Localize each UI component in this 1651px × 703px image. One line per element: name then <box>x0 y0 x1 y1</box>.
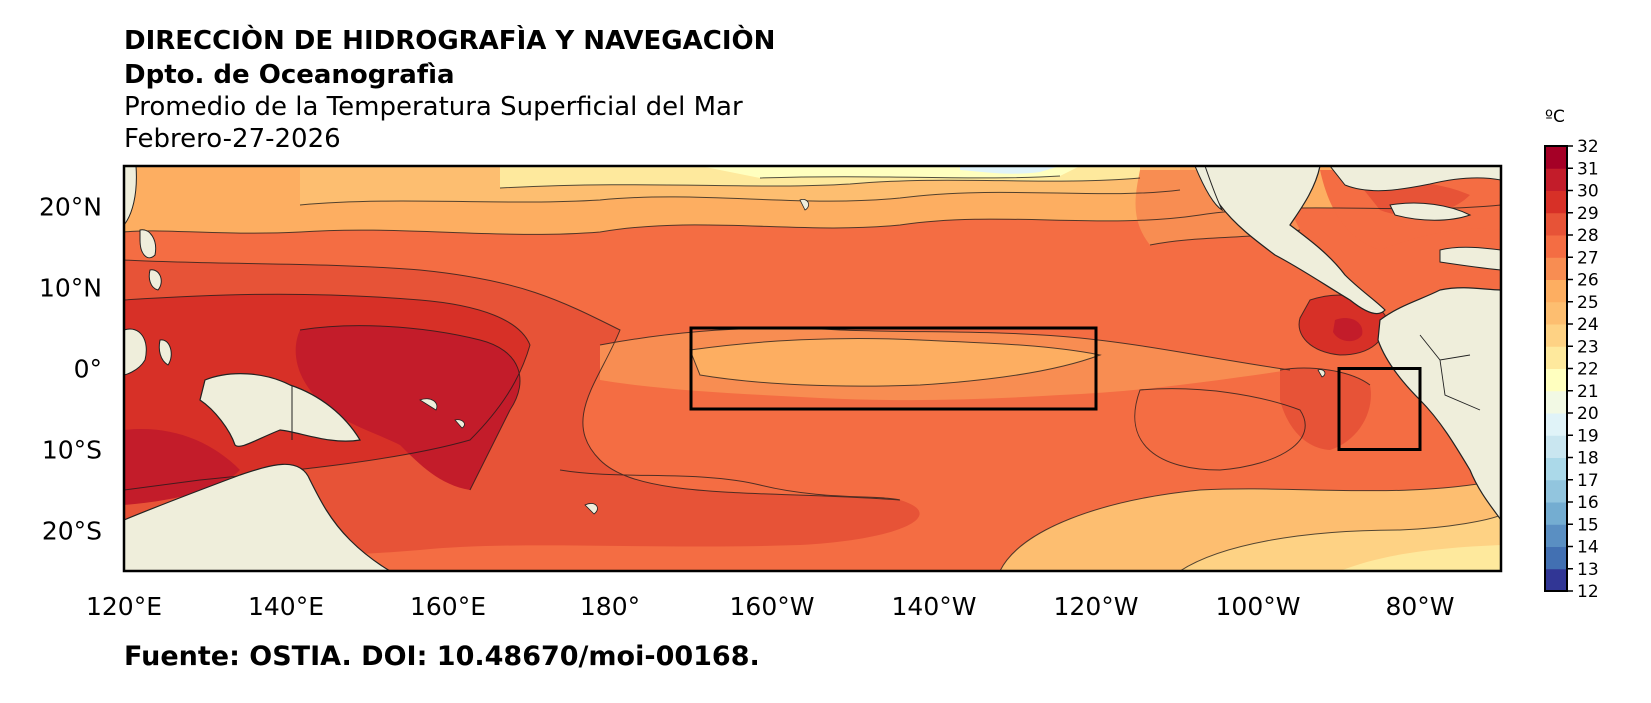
colorbar-tick-label: 31 <box>1577 159 1599 179</box>
longitude-label: 140°W <box>892 592 977 621</box>
colorbar-segment <box>1545 212 1567 236</box>
colorbar-tick-label: 27 <box>1577 248 1599 268</box>
longitude-label: 160°W <box>730 592 815 621</box>
longitude-label: 140°E <box>248 592 324 621</box>
colorbar-tick-label: 21 <box>1577 382 1599 402</box>
longitude-label: 100°W <box>1216 592 1301 621</box>
colorbar-tick-label: 29 <box>1577 204 1599 224</box>
latitude-label: 20°S <box>42 517 102 546</box>
colorbar-segment <box>1545 301 1567 325</box>
colorbar-tick-label: 26 <box>1577 271 1599 291</box>
colorbar-segment <box>1545 457 1567 481</box>
colorbar-tick-label: 17 <box>1577 471 1599 491</box>
longitude-label: 80°W <box>1385 592 1454 621</box>
isotherm-contours <box>124 175 1501 571</box>
colorbar-tick-label: 24 <box>1577 315 1599 335</box>
title-product: Promedio de la Temperatura Superficial d… <box>124 92 743 122</box>
map-frame <box>122 164 1503 573</box>
land-masses <box>124 166 1501 571</box>
colorbar-segment <box>1545 324 1567 347</box>
colorbar-tick-label: 14 <box>1577 538 1599 558</box>
title-agency: DIRECCIÒN DE HIDROGRAFÌA Y NAVEGACIÒN <box>124 26 776 56</box>
colorbar-segment <box>1545 368 1567 392</box>
colorbar-tick-label: 16 <box>1577 493 1599 513</box>
colorbar-segment <box>1545 524 1567 547</box>
longitude-label: 120°E <box>86 592 162 621</box>
colorbar-tick-label: 32 <box>1577 137 1599 157</box>
colorbar-segment <box>1545 279 1567 303</box>
colorbar-tick-label: 18 <box>1577 449 1599 469</box>
colorbar-segment <box>1545 190 1567 214</box>
longitude-labels: 120°E 140°E 160°E 180° 160°W 140°W 120°W 100°W 8… <box>86 592 1455 621</box>
colorbar-tick-label: 25 <box>1577 293 1599 313</box>
colorbar-tick-label: 13 <box>1577 560 1599 580</box>
title-date: Febrero-27-2026 <box>124 124 341 154</box>
sst-field <box>124 166 1501 571</box>
colorbar-tick-label: 15 <box>1577 515 1599 535</box>
colorbar-segment <box>1545 390 1567 414</box>
latitude-labels: 20°N 10°N 0° 10°S 20°S <box>39 193 102 546</box>
colorbar-segment <box>1545 346 1567 369</box>
colorbar-segment <box>1545 146 1567 169</box>
colorbar-tick-label: 23 <box>1577 337 1599 357</box>
colorbar-segment <box>1545 257 1567 280</box>
latitude-label: 10°S <box>42 436 102 465</box>
latitude-label: 20°N <box>39 193 102 222</box>
nino-region-box <box>689 326 1098 411</box>
nino-region-box <box>1337 367 1422 451</box>
longitude-label: 160°E <box>410 592 486 621</box>
colorbar-tick-label: 19 <box>1577 426 1599 446</box>
colorbar-segment <box>1545 546 1567 570</box>
colorbar-segment <box>1545 413 1567 436</box>
colorbar-unit: ºC <box>1545 107 1565 127</box>
colorbar-segment <box>1545 235 1567 258</box>
nino-region-boxes <box>689 326 1422 451</box>
title-department: Dpto. de Oceanografìa <box>124 60 455 90</box>
colorbar-segment <box>1545 435 1567 458</box>
colorbar-tick-label: 28 <box>1577 226 1599 246</box>
colorbar-segment <box>1545 168 1567 191</box>
longitude-label: 120°W <box>1054 592 1139 621</box>
colorbar-tick-label: 30 <box>1577 182 1599 202</box>
colorbar-tick-label: 22 <box>1577 360 1599 380</box>
longitude-label: 180° <box>580 592 640 621</box>
latitude-label: 0° <box>74 355 102 384</box>
latitude-label: 10°N <box>39 274 102 303</box>
colorbar-tick-label: 12 <box>1577 582 1599 602</box>
colorbar-segment <box>1545 568 1567 592</box>
colorbar-segment <box>1545 502 1567 525</box>
colorbar-segment <box>1545 479 1567 503</box>
data-source-credit: Fuente: OSTIA. DOI: 10.48670/moi-00168. <box>124 641 760 672</box>
colorbar-tick-label: 20 <box>1577 404 1599 424</box>
